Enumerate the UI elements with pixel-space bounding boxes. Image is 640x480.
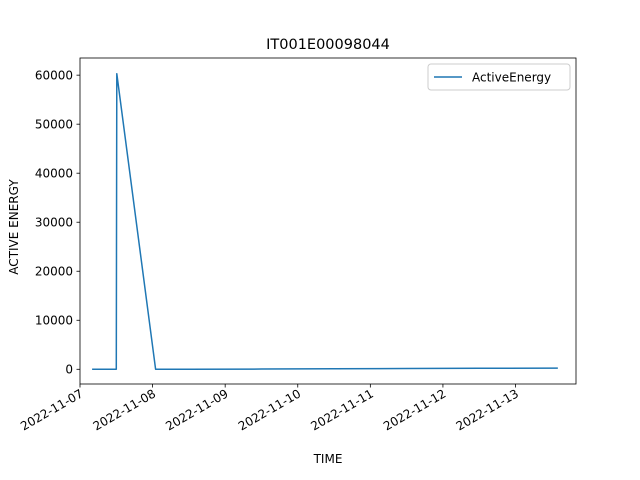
axes-frame bbox=[79, 57, 577, 385]
y-tick-label: 40000 bbox=[35, 167, 73, 181]
y-tick-label: 50000 bbox=[35, 117, 73, 131]
legend-box bbox=[427, 63, 571, 91]
y-tick-label: 20000 bbox=[35, 265, 73, 279]
x-tick-label: 2022-11-10 bbox=[236, 386, 303, 433]
plot-area bbox=[79, 57, 577, 385]
y-tick-label: 30000 bbox=[35, 216, 73, 230]
x-axis-label: TIME bbox=[313, 452, 343, 466]
x-tick-label: 2022-11-11 bbox=[308, 386, 375, 433]
legend-label: ActiveEnergy bbox=[472, 70, 551, 84]
y-tick-label: 60000 bbox=[35, 68, 73, 82]
x-tick-label: 2022-11-08 bbox=[91, 386, 158, 433]
chart-title: IT001E00098044 bbox=[266, 37, 390, 53]
legend: ActiveEnergy bbox=[427, 63, 571, 91]
x-tick-label: 2022-11-13 bbox=[454, 386, 521, 433]
y-tick-label: 0 bbox=[65, 363, 73, 377]
x-tick-label: 2022-11-09 bbox=[163, 386, 230, 433]
series-line-0 bbox=[92, 72, 558, 371]
y-axis: 0 10000 20000 30000 40000 50000 60000 bbox=[35, 68, 80, 377]
x-tick-label: 2022-11-07 bbox=[18, 386, 85, 433]
x-axis: 2022-11-07 2022-11-08 2022-11-09 2022-11-10… bbox=[18, 384, 521, 433]
x-tick-label: 2022-11-12 bbox=[381, 386, 448, 433]
y-tick-label: 10000 bbox=[35, 314, 73, 328]
y-axis-label: ACTIVE ENERGY bbox=[7, 179, 21, 275]
